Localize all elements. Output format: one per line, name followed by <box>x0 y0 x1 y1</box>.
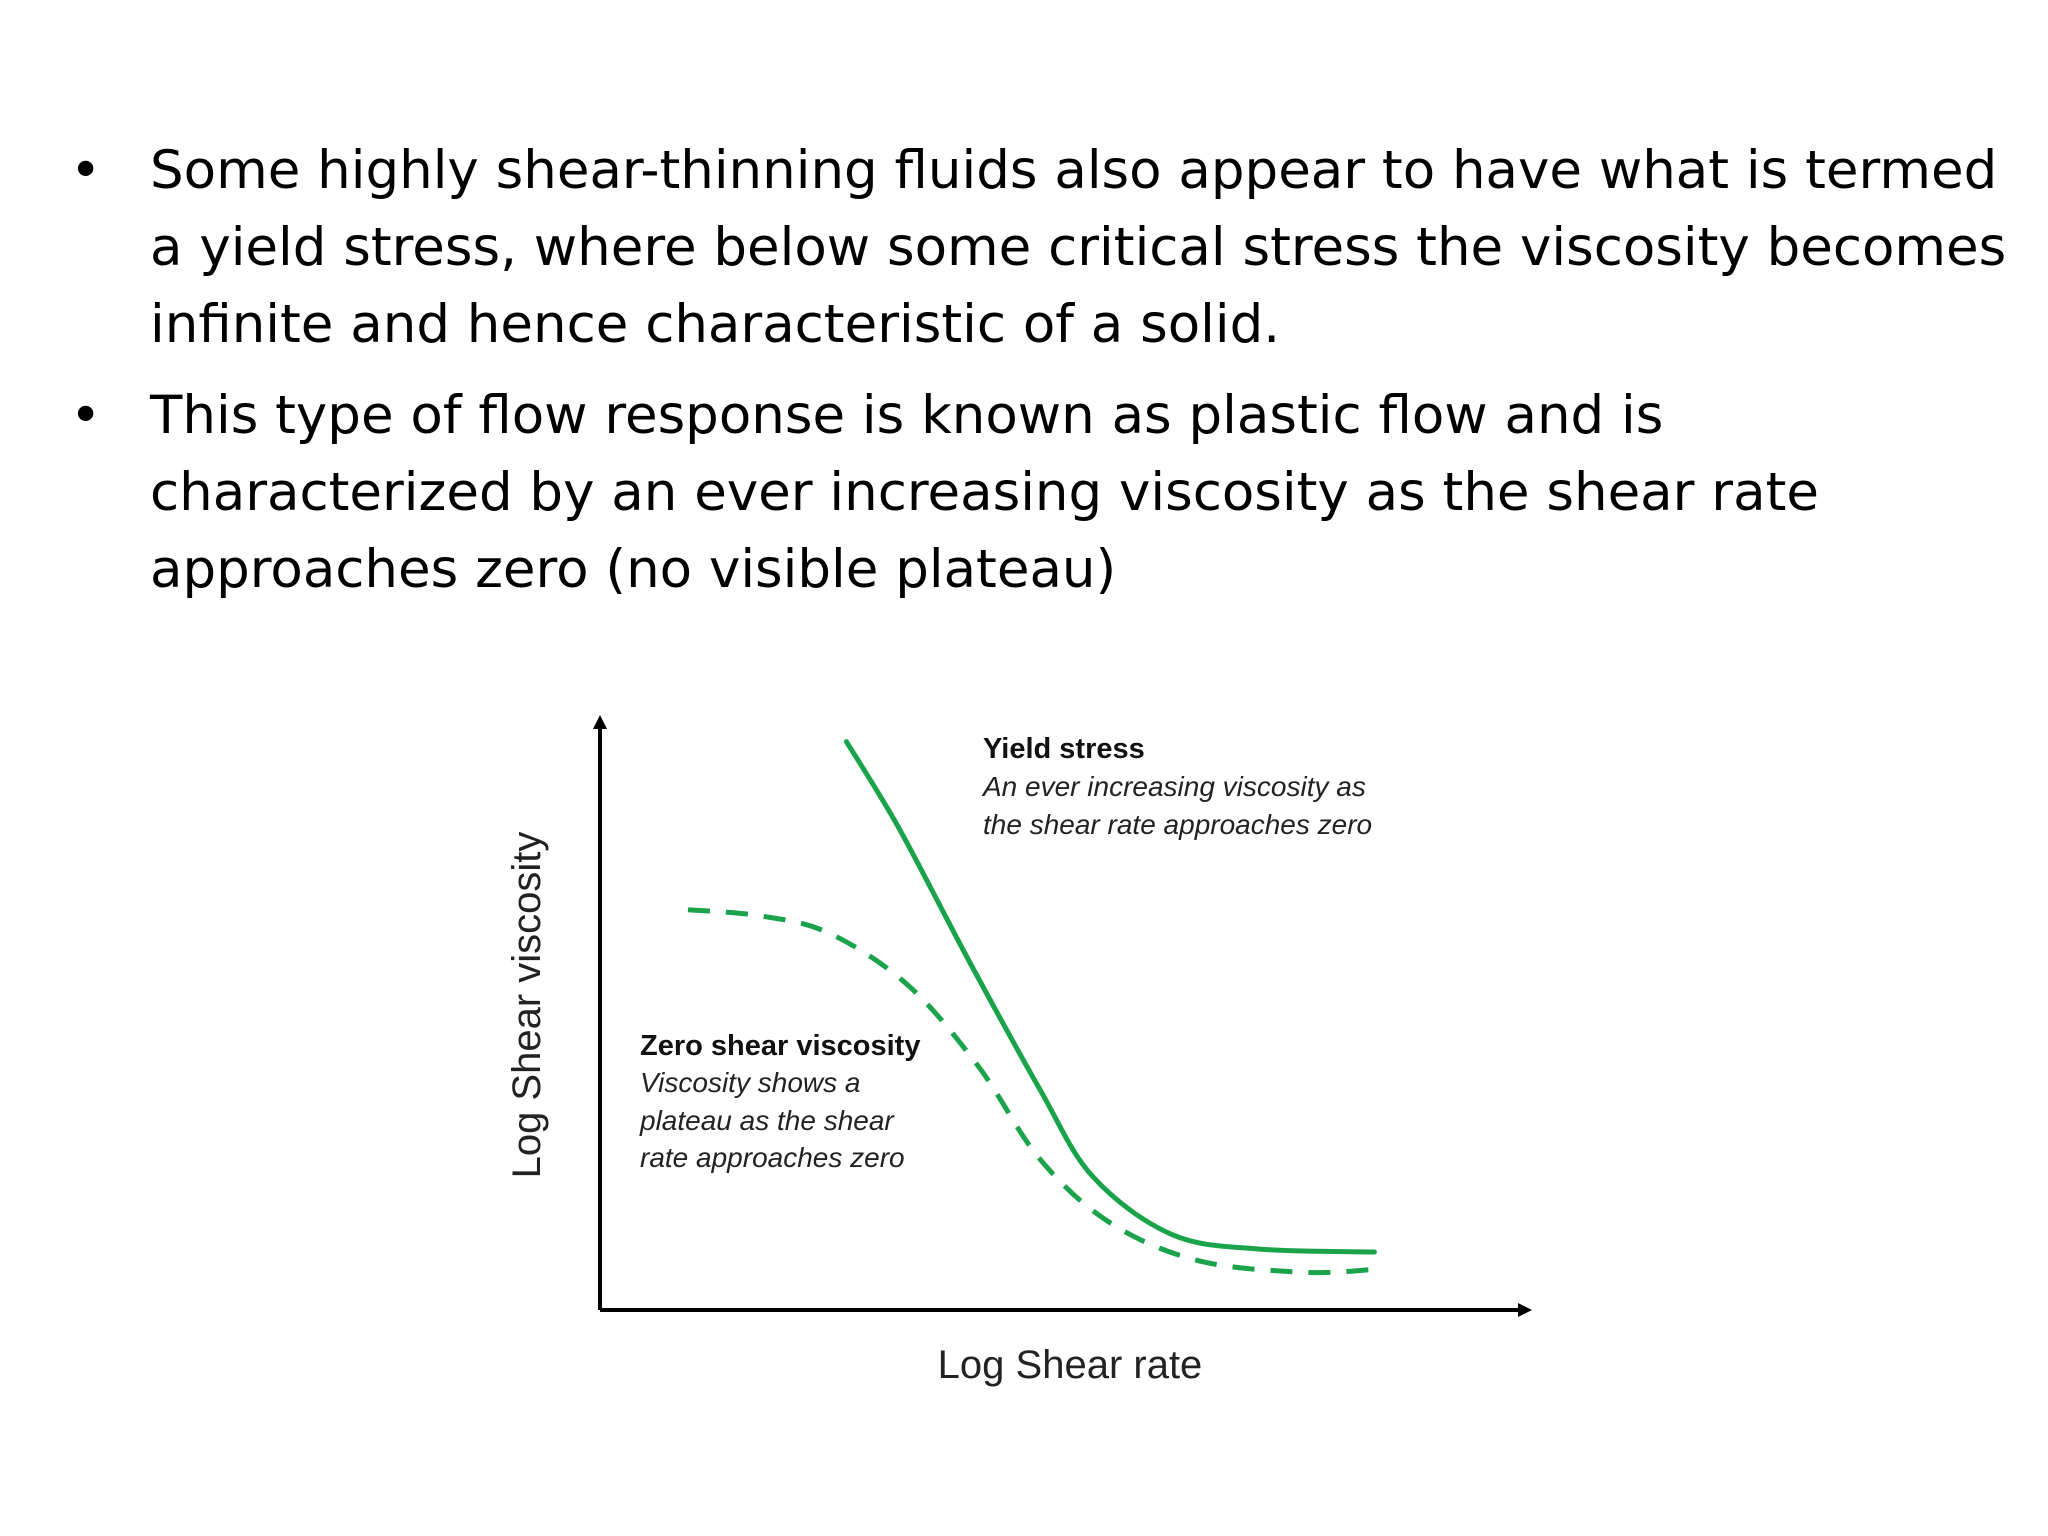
viscosity-chart: Yield stress An ever increasing viscosit… <box>480 700 1560 1420</box>
bullet-item: • This type of flow response is known as… <box>70 377 2010 608</box>
bullet-symbol: • <box>70 140 102 201</box>
chart-canvas: Yield stress An ever increasing viscosit… <box>505 715 1532 1387</box>
bullet-symbol: • <box>70 385 102 446</box>
yield-stress-curve <box>843 739 1377 1255</box>
zero-shear-line: plateau as the shear <box>639 1105 895 1136</box>
yield-stress-title: Yield stress <box>983 733 1145 765</box>
zero-shear-line: Viscosity shows a <box>640 1067 860 1098</box>
yield-stress-line: An ever increasing viscosity as <box>981 771 1366 802</box>
bullet-list: • Some highly shear-thinning fluids also… <box>70 132 2006 622</box>
yield-stress-line: the shear rate approaches zero <box>983 809 1372 840</box>
y-axis-label: Log Shear viscosity <box>505 832 549 1179</box>
bullet-line: This type of flow response is known as p… <box>150 385 1664 446</box>
bullet-line: infinite and hence characteristic of a s… <box>150 294 1281 355</box>
zero-shear-line: rate approaches zero <box>640 1142 905 1173</box>
bullet-line: approaches zero (no visible plateau) <box>150 539 1117 600</box>
x-axis-label: Log Shear rate <box>938 1343 1203 1387</box>
bullet-line: a yield stress, where below some critica… <box>150 217 2007 278</box>
zero-shear-title: Zero shear viscosity <box>640 1030 920 1062</box>
bullet-line: characterized by an ever increasing visc… <box>150 462 1819 523</box>
zero-shear-viscosity-curve <box>687 907 1375 1276</box>
bullet-line: Some highly shear-thinning fluids also a… <box>150 140 1998 201</box>
bullet-item: • Some highly shear-thinning fluids also… <box>70 132 2010 363</box>
